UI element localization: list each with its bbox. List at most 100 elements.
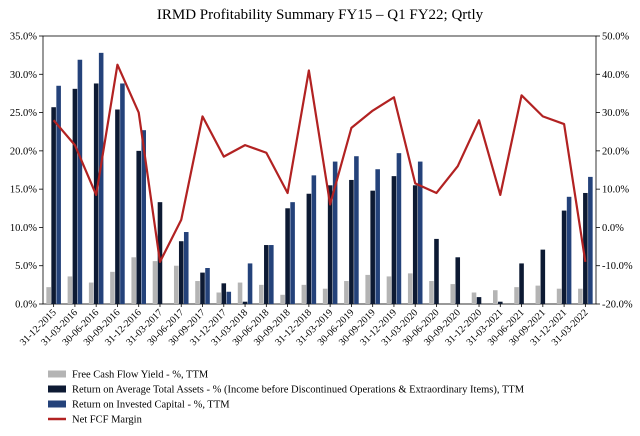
right-axis-tick-label: -10.0%: [602, 261, 633, 272]
bar: [556, 288, 562, 304]
plot-frame: [42, 35, 597, 305]
left-axis-tick-label: 20.0%: [10, 146, 37, 157]
legend-label: Free Cash Flow Yield - %, TTM: [72, 370, 209, 381]
bar: [412, 185, 418, 304]
bar: [136, 150, 141, 304]
bar: [120, 83, 125, 304]
left-axis-tick-label: 0.0%: [15, 300, 37, 311]
bar: [56, 85, 61, 305]
right-axis-tick-label: 50.0%: [602, 32, 629, 43]
bar: [290, 202, 295, 304]
left-axis-tick-label: 30.0%: [10, 70, 37, 81]
bar: [396, 153, 402, 304]
left-axis-tick-label: 35.0%: [10, 32, 37, 43]
left-axis-tick-label: 10.0%: [10, 223, 37, 234]
bar: [514, 287, 519, 304]
bar: [280, 294, 285, 304]
bar: [173, 265, 179, 304]
bar: [285, 208, 290, 304]
bar: [566, 196, 572, 304]
left-axis-tick-label: 25.0%: [10, 108, 37, 119]
bar: [141, 130, 146, 304]
bar: [51, 107, 56, 305]
bar: [200, 272, 205, 304]
bar: [98, 52, 104, 304]
right-axis-tick-label: -20.0%: [602, 300, 633, 311]
series-line-net-fcf-margin: [52, 63, 587, 263]
bar: [178, 241, 184, 304]
bar: [205, 268, 210, 304]
bar: [269, 245, 274, 304]
bar: [455, 257, 461, 304]
bar: [332, 161, 338, 304]
bar: [493, 290, 498, 304]
legend-label: Return on Invested Capital - %, TTM: [72, 400, 230, 411]
bar: [195, 281, 200, 304]
bar: [115, 109, 120, 304]
bar: [535, 285, 541, 304]
right-axis-tick-label: 0.0%: [602, 223, 624, 234]
bar: [88, 282, 94, 304]
bar: [476, 297, 482, 304]
bar: [344, 281, 349, 304]
bar: [110, 271, 115, 304]
bar: [561, 210, 567, 304]
legend-bar-swatch: [48, 370, 66, 378]
bar: [583, 192, 588, 304]
bar: [301, 284, 307, 304]
bar: [578, 288, 583, 304]
bar: [264, 245, 269, 304]
legend-bar-swatch: [48, 385, 66, 393]
bar: [519, 263, 524, 304]
bar: [72, 88, 78, 304]
bar: [259, 284, 264, 304]
legend-label: Net FCF Margin: [72, 415, 143, 426]
bar: [183, 232, 189, 304]
bar: [471, 292, 477, 304]
bar: [365, 274, 370, 304]
bar: [588, 176, 593, 304]
bar: [386, 276, 392, 304]
bar: [429, 281, 434, 304]
bar: [370, 190, 375, 304]
bar: [375, 169, 380, 304]
legend: Free Cash Flow Yield - %, TTM Return on A…: [48, 370, 525, 426]
bar: [221, 283, 227, 304]
bar: [247, 263, 253, 304]
bar: [216, 292, 222, 304]
bar: [157, 202, 163, 304]
bar: [67, 276, 73, 304]
bar: [77, 59, 83, 304]
right-axis-tick-label: 40.0%: [602, 70, 629, 81]
bar: [354, 156, 359, 304]
chart-title: IRMD Profitability Summary FY15 – Q1 FY2…: [157, 7, 484, 23]
bar: [242, 301, 248, 304]
bar: [131, 257, 136, 304]
bar: [226, 291, 232, 304]
bar: [349, 179, 354, 304]
left-axis-tick-label: 5.0%: [15, 261, 37, 272]
bar: [391, 176, 397, 304]
bar: [306, 193, 312, 304]
bar: [434, 238, 439, 304]
right-axis-tick-label: 30.0%: [602, 108, 629, 119]
bar: [407, 273, 413, 304]
bar: [237, 282, 243, 304]
left-axis-tick-label: 15.0%: [10, 185, 37, 196]
bar: [46, 287, 51, 304]
bar: [311, 175, 317, 304]
bar: [327, 185, 333, 304]
bar: [450, 284, 456, 304]
bar: [498, 301, 503, 304]
bar: [417, 161, 423, 304]
bar: [540, 249, 546, 304]
plot-area: 0.0% 5.0% 10.0% 15.0% 20.0% 25.0% 30.0% 35.0% -2…: [10, 32, 633, 349]
right-axis-tick-label: 20.0%: [602, 146, 629, 157]
bar: [152, 261, 158, 304]
right-axis-tick-label: 10.0%: [602, 185, 629, 196]
legend-bar-swatch: [48, 400, 66, 408]
legend-label: Return on Average Total Assets - % (Inco…: [72, 385, 525, 396]
bar: [322, 288, 328, 304]
